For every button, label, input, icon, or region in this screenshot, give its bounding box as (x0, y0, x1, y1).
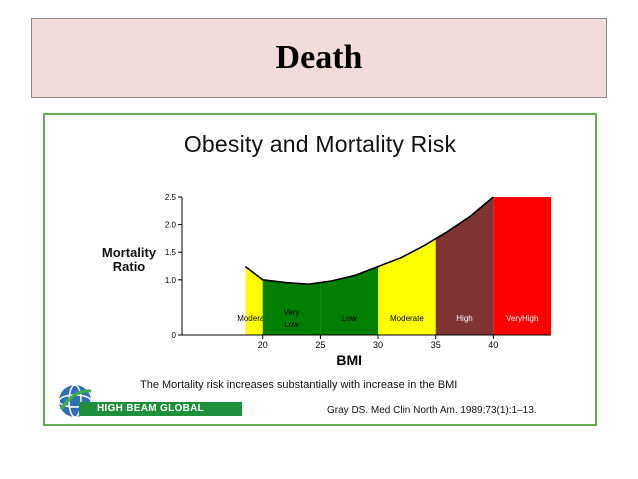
mortality-chart: Moderate Very Low Low Moderate High VeryHigh 0 1… (165, 193, 551, 368)
y-tick-label-3: 2.0 (165, 221, 177, 230)
band-5 (493, 197, 551, 335)
band-label-1-1: Low (284, 320, 299, 329)
y-tick-label-2: 1.5 (165, 248, 177, 257)
logo-text: HIGH BEAM GLOBAL (97, 403, 205, 414)
band-label-2-0: Low (342, 314, 357, 323)
band-label-5-0: VeryHigh (506, 314, 538, 323)
mortality-curve (244, 196, 494, 286)
y-axis-label: Mortality Ratio (101, 245, 157, 274)
band-label-3-0: Moderate (390, 314, 424, 323)
x-tick-label-0: 20 (258, 340, 268, 350)
band-0 (245, 266, 263, 335)
figure-caption: The Mortality risk increases substantial… (140, 379, 458, 391)
band-label-4-0: High (456, 314, 472, 323)
y-tick-label-0: 0 (172, 331, 177, 340)
x-tick-label-3: 35 (431, 340, 441, 350)
logo-band (79, 402, 242, 416)
figure-panel: Obesity and Mortality Risk Moderate Very L… (43, 113, 597, 426)
x-tick-label-4: 40 (488, 340, 498, 350)
x-tick-label-1: 25 (315, 340, 325, 350)
y-tick-label-1: 1.0 (165, 276, 177, 285)
band-2 (320, 266, 378, 335)
y-tick-label-4: 2.5 (165, 193, 177, 202)
band-label-0-0: Moderate (237, 314, 271, 323)
figure-citation: Gray DS. Med Clin North Am. 1989;73(1):1… (327, 405, 537, 416)
band-4 (435, 197, 494, 335)
band-label-1-0: Very (283, 308, 299, 317)
slide-title: Death (275, 39, 363, 76)
chart-title: Obesity and Mortality Risk (183, 131, 457, 157)
high-beam-logo: HIGH BEAM GLOBAL (57, 383, 247, 419)
band-1 (262, 279, 321, 335)
slide-title-box: Death (31, 18, 607, 98)
x-axis-label: BMI (336, 352, 362, 368)
band-3 (378, 238, 436, 335)
x-tick-label-2: 30 (373, 340, 383, 350)
